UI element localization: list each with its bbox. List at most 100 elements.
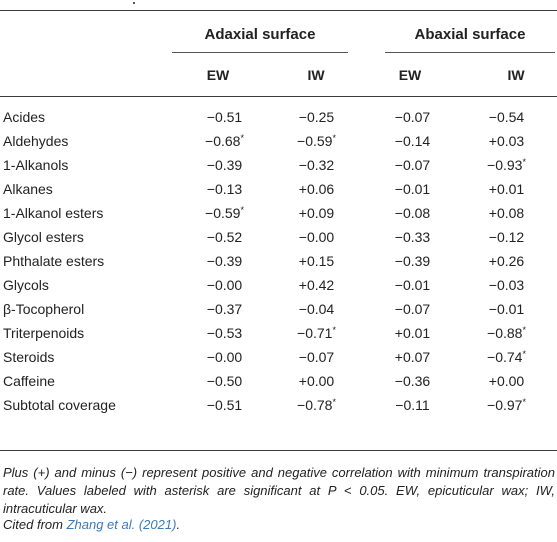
- abaxial-underline: [385, 52, 555, 53]
- cell-value: +0.00: [488, 373, 525, 389]
- table-cell: −0.37: [168, 297, 281, 321]
- table-cell: −0.36: [356, 369, 469, 393]
- row-label: Glycol esters: [3, 229, 84, 245]
- table-row: 1-Alkanols −0.39 −0.32 −0.07 −0.93*: [0, 153, 557, 177]
- table-cell: +0.42: [260, 273, 373, 297]
- table-cell: −0.13: [168, 177, 281, 201]
- table-cell: −0.39: [168, 153, 281, 177]
- cell-value: −0.59: [205, 205, 241, 221]
- cell-value: −0.00: [298, 229, 335, 245]
- significance-asterisk: *: [522, 325, 526, 335]
- cell-value: +0.42: [298, 277, 335, 293]
- table-row: Alkanes −0.13 +0.06 −0.01 +0.01: [0, 177, 557, 201]
- cell-value: −0.53: [206, 325, 243, 341]
- table-row: Caffeine −0.50 +0.00 −0.36 +0.00: [0, 369, 557, 393]
- table-cell: −0.25: [260, 105, 373, 129]
- table-row: Aldehydes −0.68* −0.59* −0.14 +0.03: [0, 129, 557, 153]
- table-cell: −0.07: [356, 105, 469, 129]
- cell-value: −0.13: [206, 181, 243, 197]
- significance-asterisk: *: [332, 397, 336, 407]
- adaxial-underline: [172, 52, 348, 53]
- table-cell: −0.32: [260, 153, 373, 177]
- table-cell: +0.26: [450, 249, 557, 273]
- row-label: 1-Alkanols: [3, 157, 69, 173]
- group-header-adaxial: Adaxial surface: [204, 26, 316, 43]
- table-cell: +0.01: [450, 177, 557, 201]
- cell-value: +0.03: [488, 133, 525, 149]
- table-cell: +0.07: [356, 345, 469, 369]
- cell-value: −0.33: [394, 229, 431, 245]
- cell-value: +0.15: [298, 253, 335, 269]
- col-header-adaxial-iw: IW: [307, 67, 325, 83]
- table-row: Glycol esters −0.52 −0.00 −0.33 −0.12: [0, 225, 557, 249]
- table-cell: −0.03: [450, 273, 557, 297]
- row-label: Glycols: [3, 277, 49, 293]
- table-cell: −0.14: [356, 129, 469, 153]
- citation-prefix: Cited from: [3, 517, 67, 532]
- table-bottom-rule: [0, 450, 557, 451]
- cell-value: −0.39: [206, 253, 243, 269]
- citation-suffix: .: [176, 517, 181, 532]
- cell-value: −0.00: [206, 277, 243, 293]
- significance-asterisk: *: [240, 133, 244, 143]
- group-header-abaxial: Abaxial surface: [414, 26, 526, 43]
- cell-value: −0.36: [394, 373, 431, 389]
- cell-value: −0.51: [206, 109, 243, 125]
- table-cell: +0.06: [260, 177, 373, 201]
- cell-value: −0.93: [487, 157, 523, 173]
- cell-value: −0.39: [394, 253, 431, 269]
- cell-value: −0.68: [205, 133, 241, 149]
- table-row: 1-Alkanol esters −0.59* +0.09 −0.08 +0.08: [0, 201, 557, 225]
- cell-value: −0.11: [395, 397, 430, 413]
- citation-link[interactable]: Zhang et al. (2021): [66, 517, 177, 532]
- table-cell: −0.59*: [168, 201, 281, 225]
- cell-value: −0.07: [394, 109, 431, 125]
- significance-asterisk: *: [332, 325, 336, 335]
- cell-value: −0.01: [488, 301, 525, 317]
- cell-value: −0.50: [206, 373, 243, 389]
- row-label: Aldehydes: [3, 133, 69, 149]
- row-label: Subtotal coverage: [3, 397, 116, 413]
- table-cell: −0.59*: [260, 129, 373, 153]
- col-header-abaxial-ew: EW: [398, 67, 422, 83]
- header-bottom-rule: [0, 96, 557, 97]
- cell-value: −0.51: [206, 397, 243, 413]
- cell-value: −0.12: [488, 229, 525, 245]
- citation: Cited from Zhang et al. (2021).: [3, 517, 180, 532]
- cell-value: +0.06: [298, 181, 335, 197]
- cell-value: −0.39: [206, 157, 243, 173]
- cell-value: +0.07: [394, 349, 431, 365]
- cell-value: +0.00: [298, 373, 335, 389]
- cell-value: −0.00: [206, 349, 243, 365]
- table-row: Subtotal coverage −0.51 −0.78* −0.11 −0.97*: [0, 393, 557, 417]
- table-row: Glycols −0.00 +0.42 −0.01 −0.03: [0, 273, 557, 297]
- cell-value: −0.54: [488, 109, 525, 125]
- cell-value: −0.59: [297, 133, 333, 149]
- cell-value: −0.71: [297, 325, 333, 341]
- table-cell: −0.01: [450, 297, 557, 321]
- table-cell: −0.51: [168, 393, 281, 417]
- table-cell: −0.39: [168, 249, 281, 273]
- cell-value: −0.97: [487, 397, 523, 413]
- cell-value: −0.52: [206, 229, 243, 245]
- table-cell: −0.33: [356, 225, 469, 249]
- table-row: Triterpenoids −0.53 −0.71* +0.01 −0.88*: [0, 321, 557, 345]
- table-cell: −0.51: [168, 105, 281, 129]
- cell-value: +0.01: [394, 325, 431, 341]
- cell-value: −0.78: [297, 397, 333, 413]
- cell-value: +0.08: [488, 205, 525, 221]
- significance-asterisk: *: [522, 349, 526, 359]
- row-label: Acides: [3, 109, 46, 125]
- row-label: Alkanes: [3, 181, 53, 197]
- table-cell: −0.54: [450, 105, 557, 129]
- table-cell: +0.03: [450, 129, 557, 153]
- table-cell: −0.12: [450, 225, 557, 249]
- table-cell: −0.08: [356, 201, 469, 225]
- cell-value: −0.01: [394, 181, 431, 197]
- table-cell: +0.08: [450, 201, 557, 225]
- cell-value: +0.09: [298, 205, 335, 221]
- cell-value: −0.88: [487, 325, 523, 341]
- table-cell: −0.93*: [450, 153, 557, 177]
- significance-asterisk: *: [522, 157, 526, 167]
- significance-asterisk: *: [240, 205, 244, 215]
